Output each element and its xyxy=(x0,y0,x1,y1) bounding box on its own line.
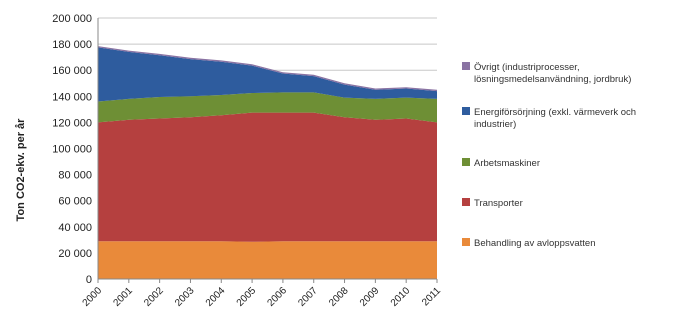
area-layer xyxy=(98,46,437,279)
x-tick-label: 2011 xyxy=(420,285,443,308)
legend-swatch xyxy=(462,107,470,115)
legend-label: Behandling av avloppsvatten xyxy=(474,238,595,249)
x-tick-label: 2005 xyxy=(235,285,259,309)
x-tick-label: 2001 xyxy=(111,285,135,309)
legend-label: Energiförsörjning (exkl. värmeverk och xyxy=(474,107,636,118)
x-tick-label: 2002 xyxy=(142,285,166,309)
y-tick-label: 40 000 xyxy=(58,222,92,234)
legend-label: Övrigt (industriprocesser, xyxy=(474,62,580,73)
area-series-1 xyxy=(98,112,437,242)
y-tick-label: 140 000 xyxy=(52,91,92,103)
x-tick-label: 2008 xyxy=(327,285,351,309)
legend-swatch xyxy=(462,158,470,166)
area-series-3 xyxy=(98,47,437,102)
legend-label: lösningsmedelsanvändning, jordbruk) xyxy=(474,74,631,85)
legend-label: Transporter xyxy=(474,198,523,209)
x-tick-label: 2009 xyxy=(358,285,382,309)
x-tick-label: 2004 xyxy=(204,285,228,309)
y-tick-label: 200 000 xyxy=(52,13,92,25)
legend-swatch xyxy=(462,62,470,70)
x-tick-label: 2000 xyxy=(81,285,105,309)
axis-layer: 0 20 000 40 000 60 000 80 000 100 000 120 000 1… xyxy=(52,13,443,309)
x-tick-label: 2003 xyxy=(173,285,197,309)
legend-label: Arbetsmaskiner xyxy=(474,158,540,169)
y-axis-label: Ton CO2-ekv. per år xyxy=(15,118,27,222)
legend-swatch xyxy=(462,198,470,206)
y-tick-label: 80 000 xyxy=(58,170,92,182)
legend-label: industrier) xyxy=(474,119,516,130)
y-tick-label: 0 xyxy=(86,274,92,286)
x-tick-label: 2007 xyxy=(296,285,320,309)
y-tick-label: 120 000 xyxy=(52,117,92,129)
y-tick-label: 60 000 xyxy=(58,196,92,208)
x-tick-label: 2006 xyxy=(266,285,290,309)
legend: Övrigt (industriprocesser,lösningsmedels… xyxy=(462,62,636,249)
y-tick-label: 180 000 xyxy=(52,39,92,51)
area-series-0 xyxy=(98,241,437,279)
x-tick-label: 2010 xyxy=(389,285,413,309)
area-series-4 xyxy=(98,46,437,92)
y-tick-label: 20 000 xyxy=(58,248,92,260)
y-tick-label: 160 000 xyxy=(52,65,92,77)
area-series-2 xyxy=(98,92,437,123)
y-tick-label: 100 000 xyxy=(52,144,92,156)
legend-swatch xyxy=(462,238,470,246)
